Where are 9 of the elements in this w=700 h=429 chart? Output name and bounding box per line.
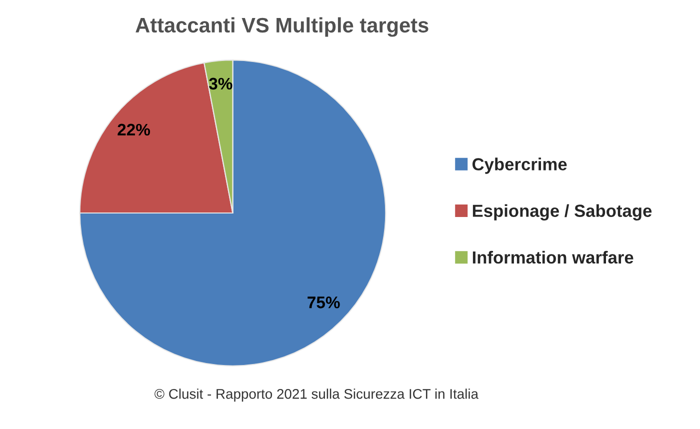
text: © Clusit - Rapporto 2021 sulla Sicurezza ICT in Italia	[154, 388, 478, 402]
pie-slice	[79, 60, 386, 366]
data-label: 22%	[118, 124, 150, 136]
legend-label: Cybercrime	[472, 158, 567, 174]
legend-label: Espionage / Sabotage	[472, 204, 652, 220]
data-label: 75%	[308, 296, 340, 308]
chart-title: Attaccanti VS Multiple targets	[136, 17, 428, 37]
legend-label: Information warfare	[472, 250, 634, 264]
data-label: 3%	[209, 78, 232, 90]
